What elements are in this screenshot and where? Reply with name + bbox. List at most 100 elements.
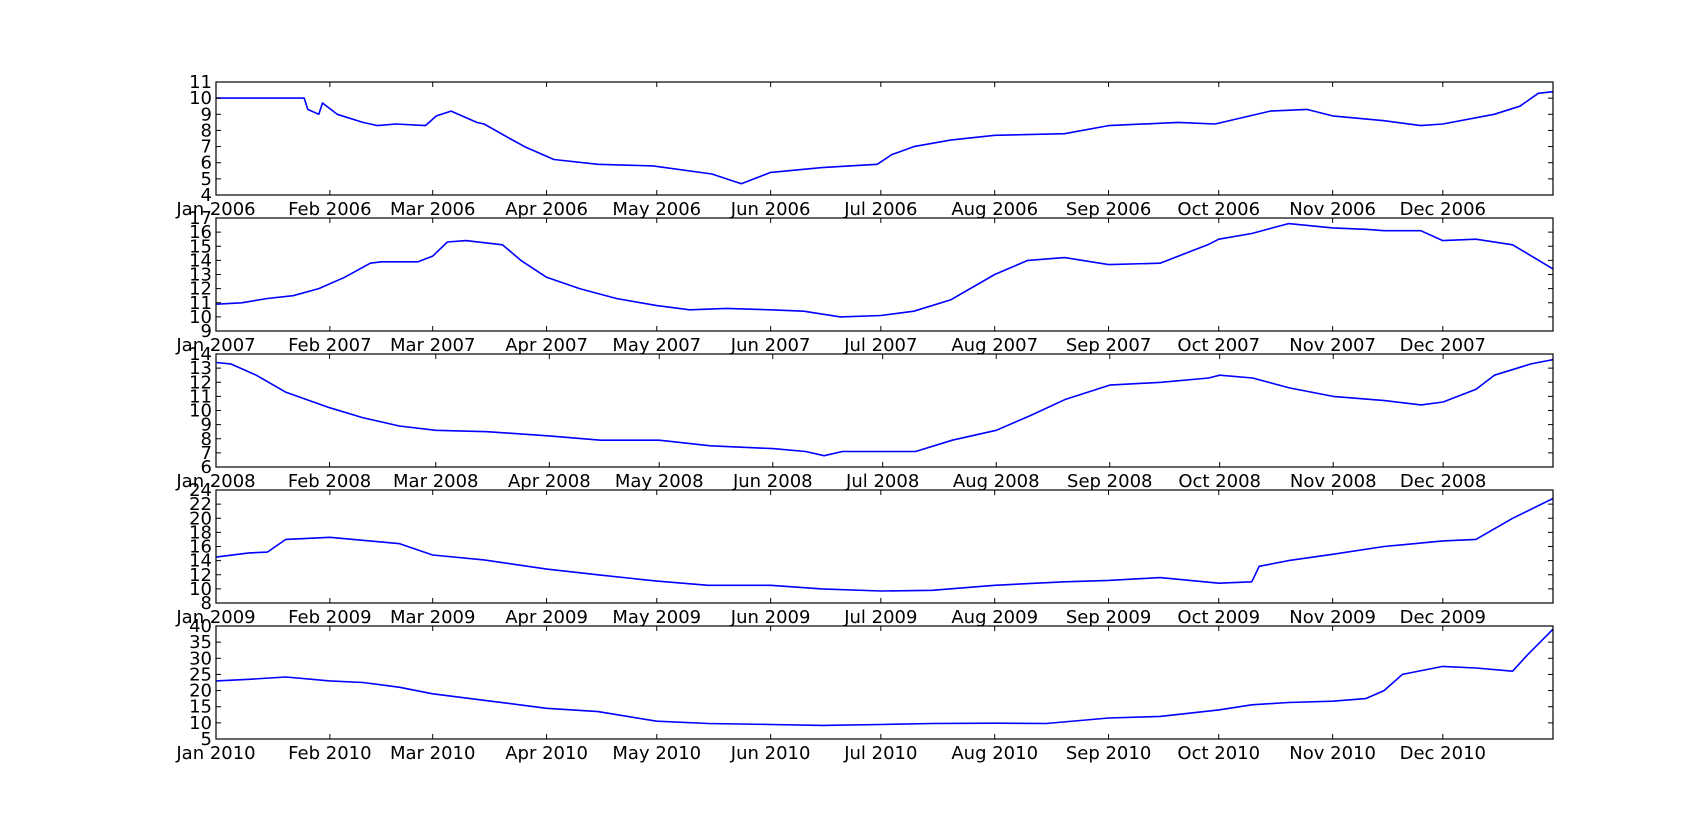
x-tick-label: Jul 2009 [843, 607, 917, 628]
y-tick-label: 8 [201, 593, 212, 614]
x-tick-label: Apr 2008 [508, 471, 591, 492]
x-tick-label: Sep 2008 [1067, 471, 1152, 492]
x-tick-label: Dec 2008 [1400, 471, 1486, 492]
x-tick-label: Feb 2010 [288, 743, 371, 764]
x-tick-label: Aug 2006 [951, 199, 1038, 220]
x-tick-label: May 2009 [612, 607, 701, 628]
y-tick-label: 35 [189, 632, 212, 653]
x-tick-label: Jun 2009 [730, 607, 811, 628]
axes-frame-2006 [215, 81, 1554, 196]
series-line-2010 [215, 628, 1554, 727]
y-tick-label: 22 [189, 494, 212, 515]
x-tick-label: Mar 2010 [390, 743, 476, 764]
y-tick-label: 12 [189, 372, 212, 393]
x-tick-label: Apr 2007 [505, 335, 588, 356]
x-tick-label: Jul 2010 [843, 743, 917, 764]
x-tick-label: Jun 2008 [732, 471, 813, 492]
series-line-2006 [216, 90, 1554, 185]
x-tick-label: Apr 2010 [505, 743, 588, 764]
axes-frame-2008 [215, 353, 1554, 468]
x-tick-label: Feb 2008 [288, 471, 371, 492]
x-tick-label: Jan 2008 [175, 471, 255, 492]
x-tick-label: Feb 2009 [288, 607, 371, 628]
x-tick-label: Jan 2010 [175, 743, 255, 764]
x-tick-label: Apr 2006 [505, 199, 588, 220]
y-tick-label: 10 [189, 579, 212, 600]
y-tick-label: 11 [189, 72, 212, 93]
x-tick-label: Feb 2007 [288, 335, 371, 356]
y-tick-label: 15 [189, 236, 212, 257]
x-tick-label: Oct 2008 [1178, 471, 1261, 492]
x-tick-label: Mar 2007 [390, 335, 476, 356]
x-tick-label: Aug 2008 [953, 471, 1040, 492]
y-tick-label: 7 [201, 137, 212, 158]
y-tick-label: 13 [189, 358, 212, 379]
x-tick-label: Dec 2006 [1400, 199, 1486, 220]
x-tick-label: Nov 2006 [1289, 199, 1376, 220]
x-tick-label: Apr 2009 [505, 607, 588, 628]
y-tick-label: 30 [189, 648, 212, 669]
y-tick-label: 9 [201, 415, 212, 436]
x-tick-label: Oct 2006 [1177, 199, 1260, 220]
y-tick-label: 17 [189, 208, 212, 229]
y-tick-label: 12 [189, 279, 212, 300]
y-tick-label: 7 [201, 443, 212, 464]
y-tick-label: 8 [201, 429, 212, 450]
y-tick-label: 20 [189, 508, 212, 529]
y-tick-label: 6 [201, 153, 212, 174]
x-tick-label: Mar 2009 [390, 607, 476, 628]
x-tick-label: Oct 2007 [1177, 335, 1260, 356]
y-tick-label: 10 [189, 88, 212, 109]
y-tick-label: 25 [189, 664, 212, 685]
x-tick-label: Sep 2007 [1066, 335, 1151, 356]
y-tick-label: 5 [201, 169, 212, 190]
y-tick-label: 11 [189, 386, 212, 407]
x-tick-label: Jan 2006 [175, 199, 255, 220]
axes-frame-2009 [215, 489, 1554, 604]
x-tick-label: Nov 2010 [1289, 743, 1376, 764]
x-tick-label: Oct 2009 [1177, 607, 1260, 628]
y-tick-label: 10 [189, 713, 212, 734]
x-tick-label: Feb 2006 [288, 199, 371, 220]
series-line-2008 [215, 358, 1554, 457]
x-tick-label: May 2008 [615, 471, 704, 492]
x-tick-label: Jun 2010 [730, 743, 811, 764]
x-tick-label: Aug 2009 [951, 607, 1038, 628]
x-tick-label: Dec 2009 [1400, 607, 1486, 628]
y-tick-label: 14 [189, 344, 212, 365]
y-tick-label: 18 [189, 522, 212, 543]
axes-frame-2007 [215, 217, 1554, 332]
series-line-2009 [215, 497, 1554, 592]
x-tick-label: Jan 2009 [175, 607, 255, 628]
y-tick-label: 14 [189, 250, 212, 271]
x-tick-label: Jun 2006 [730, 199, 811, 220]
x-tick-label: Jan 2007 [175, 335, 255, 356]
y-tick-label: 8 [201, 120, 212, 141]
y-tick-label: 12 [189, 565, 212, 586]
x-tick-label: Aug 2007 [951, 335, 1038, 356]
axes-frame-2010 [215, 625, 1554, 740]
x-tick-label: May 2006 [612, 199, 701, 220]
y-tick-label: 9 [201, 321, 212, 342]
x-tick-label: Oct 2010 [1177, 743, 1260, 764]
x-tick-label: May 2007 [612, 335, 701, 356]
y-tick-label: 11 [189, 293, 212, 314]
x-tick-label: Nov 2007 [1289, 335, 1376, 356]
x-tick-label: Dec 2010 [1400, 743, 1486, 764]
y-tick-label: 6 [201, 457, 212, 478]
y-tick-label: 10 [189, 401, 212, 422]
x-tick-label: Dec 2007 [1400, 335, 1486, 356]
y-tick-label: 13 [189, 265, 212, 286]
x-tick-label: Aug 2010 [951, 743, 1038, 764]
x-tick-label: Sep 2010 [1066, 743, 1151, 764]
x-tick-label: May 2010 [612, 743, 701, 764]
y-tick-label: 10 [189, 307, 212, 328]
x-tick-label: Sep 2009 [1066, 607, 1151, 628]
x-tick-label: Jul 2007 [843, 335, 917, 356]
y-tick-label: 24 [189, 480, 212, 501]
x-tick-label: Nov 2008 [1290, 471, 1377, 492]
